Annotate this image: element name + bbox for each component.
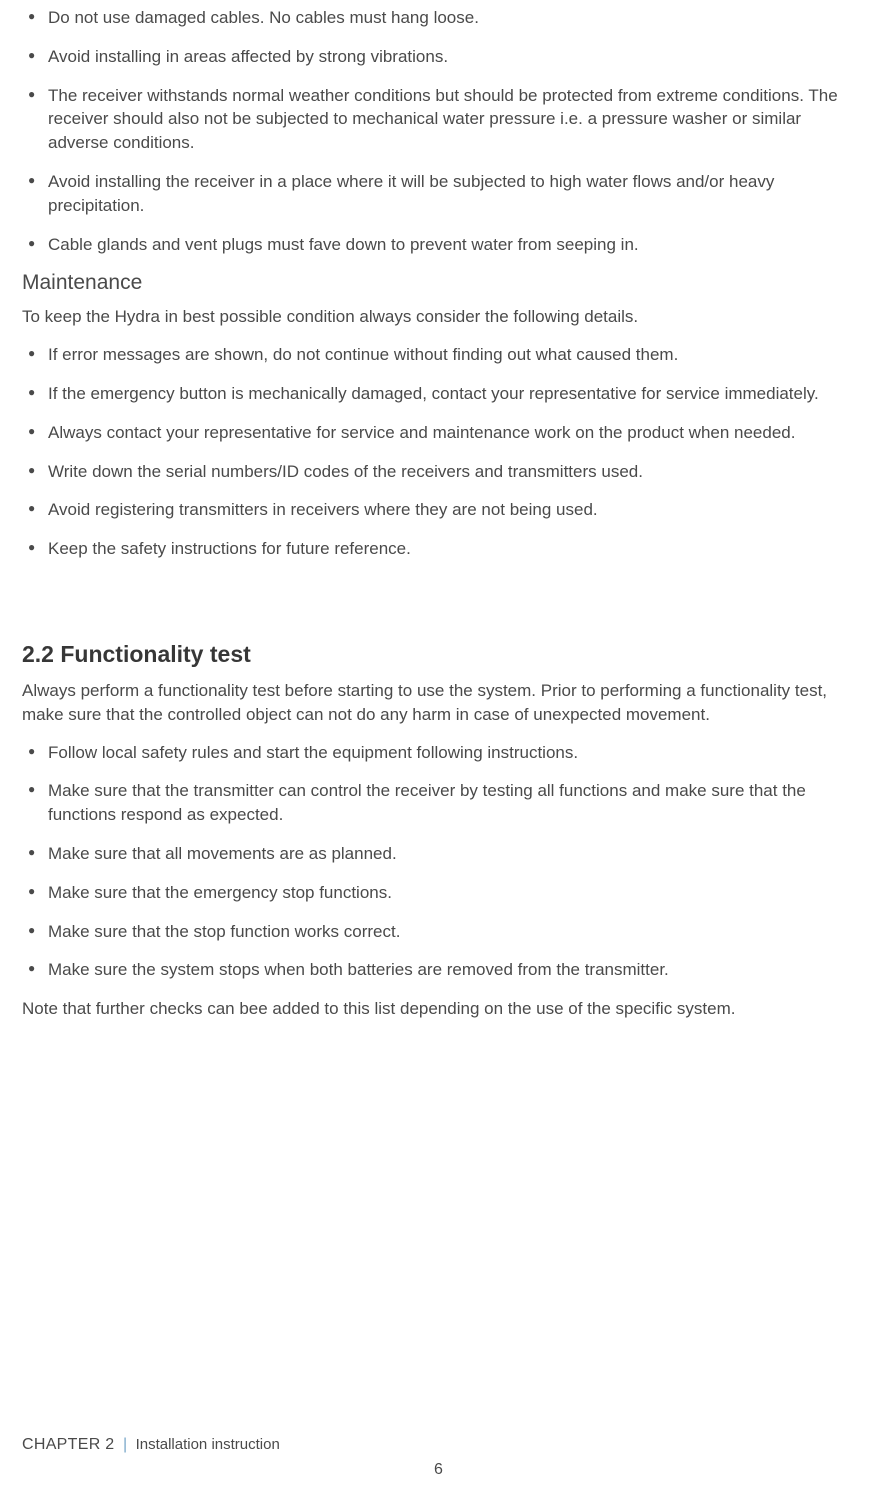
list-item: Always contact your representative for s… <box>22 421 855 445</box>
functionality-test-note: Note that further checks can bee added t… <box>22 997 855 1021</box>
maintenance-intro: To keep the Hydra in best possible condi… <box>22 305 855 329</box>
list-item: Cable glands and vent plugs must fave do… <box>22 233 855 257</box>
maintenance-list: If error messages are shown, do not cont… <box>22 343 855 561</box>
list-item: Make sure that the emergency stop functi… <box>22 881 855 905</box>
list-item: Do not use damaged cables. No cables mus… <box>22 6 855 30</box>
list-item: Make sure that the transmitter can contr… <box>22 779 855 827</box>
list-item: Keep the safety instructions for future … <box>22 537 855 561</box>
footer-title: Installation instruction <box>136 1436 280 1453</box>
functionality-test-heading: 2.2 Functionality test <box>22 641 855 668</box>
functionality-test-intro: Always perform a functionality test befo… <box>22 679 855 727</box>
footer-separator: | <box>123 1436 127 1453</box>
list-item: Make sure that the stop function works c… <box>22 920 855 944</box>
installation-list: Do not use damaged cables. No cables mus… <box>22 6 855 256</box>
maintenance-heading: Maintenance <box>22 271 855 295</box>
functionality-test-list: Follow local safety rules and start the … <box>22 741 855 983</box>
list-item: Make sure the system stops when both bat… <box>22 958 855 982</box>
list-item: Avoid registering transmitters in receiv… <box>22 498 855 522</box>
list-item: Write down the serial numbers/ID codes o… <box>22 460 855 484</box>
page-footer: CHAPTER 2 | Installation instruction 6 <box>22 1436 855 1479</box>
page-number: 6 <box>22 1461 855 1479</box>
footer-chapter: CHAPTER 2 <box>22 1436 115 1453</box>
list-item: If the emergency button is mechanically … <box>22 382 855 406</box>
list-item: The receiver withstands normal weather c… <box>22 84 855 155</box>
list-item: Avoid installing in areas affected by st… <box>22 45 855 69</box>
list-item: Follow local safety rules and start the … <box>22 741 855 765</box>
list-item: Make sure that all movements are as plan… <box>22 842 855 866</box>
list-item: If error messages are shown, do not cont… <box>22 343 855 367</box>
list-item: Avoid installing the receiver in a place… <box>22 170 855 218</box>
